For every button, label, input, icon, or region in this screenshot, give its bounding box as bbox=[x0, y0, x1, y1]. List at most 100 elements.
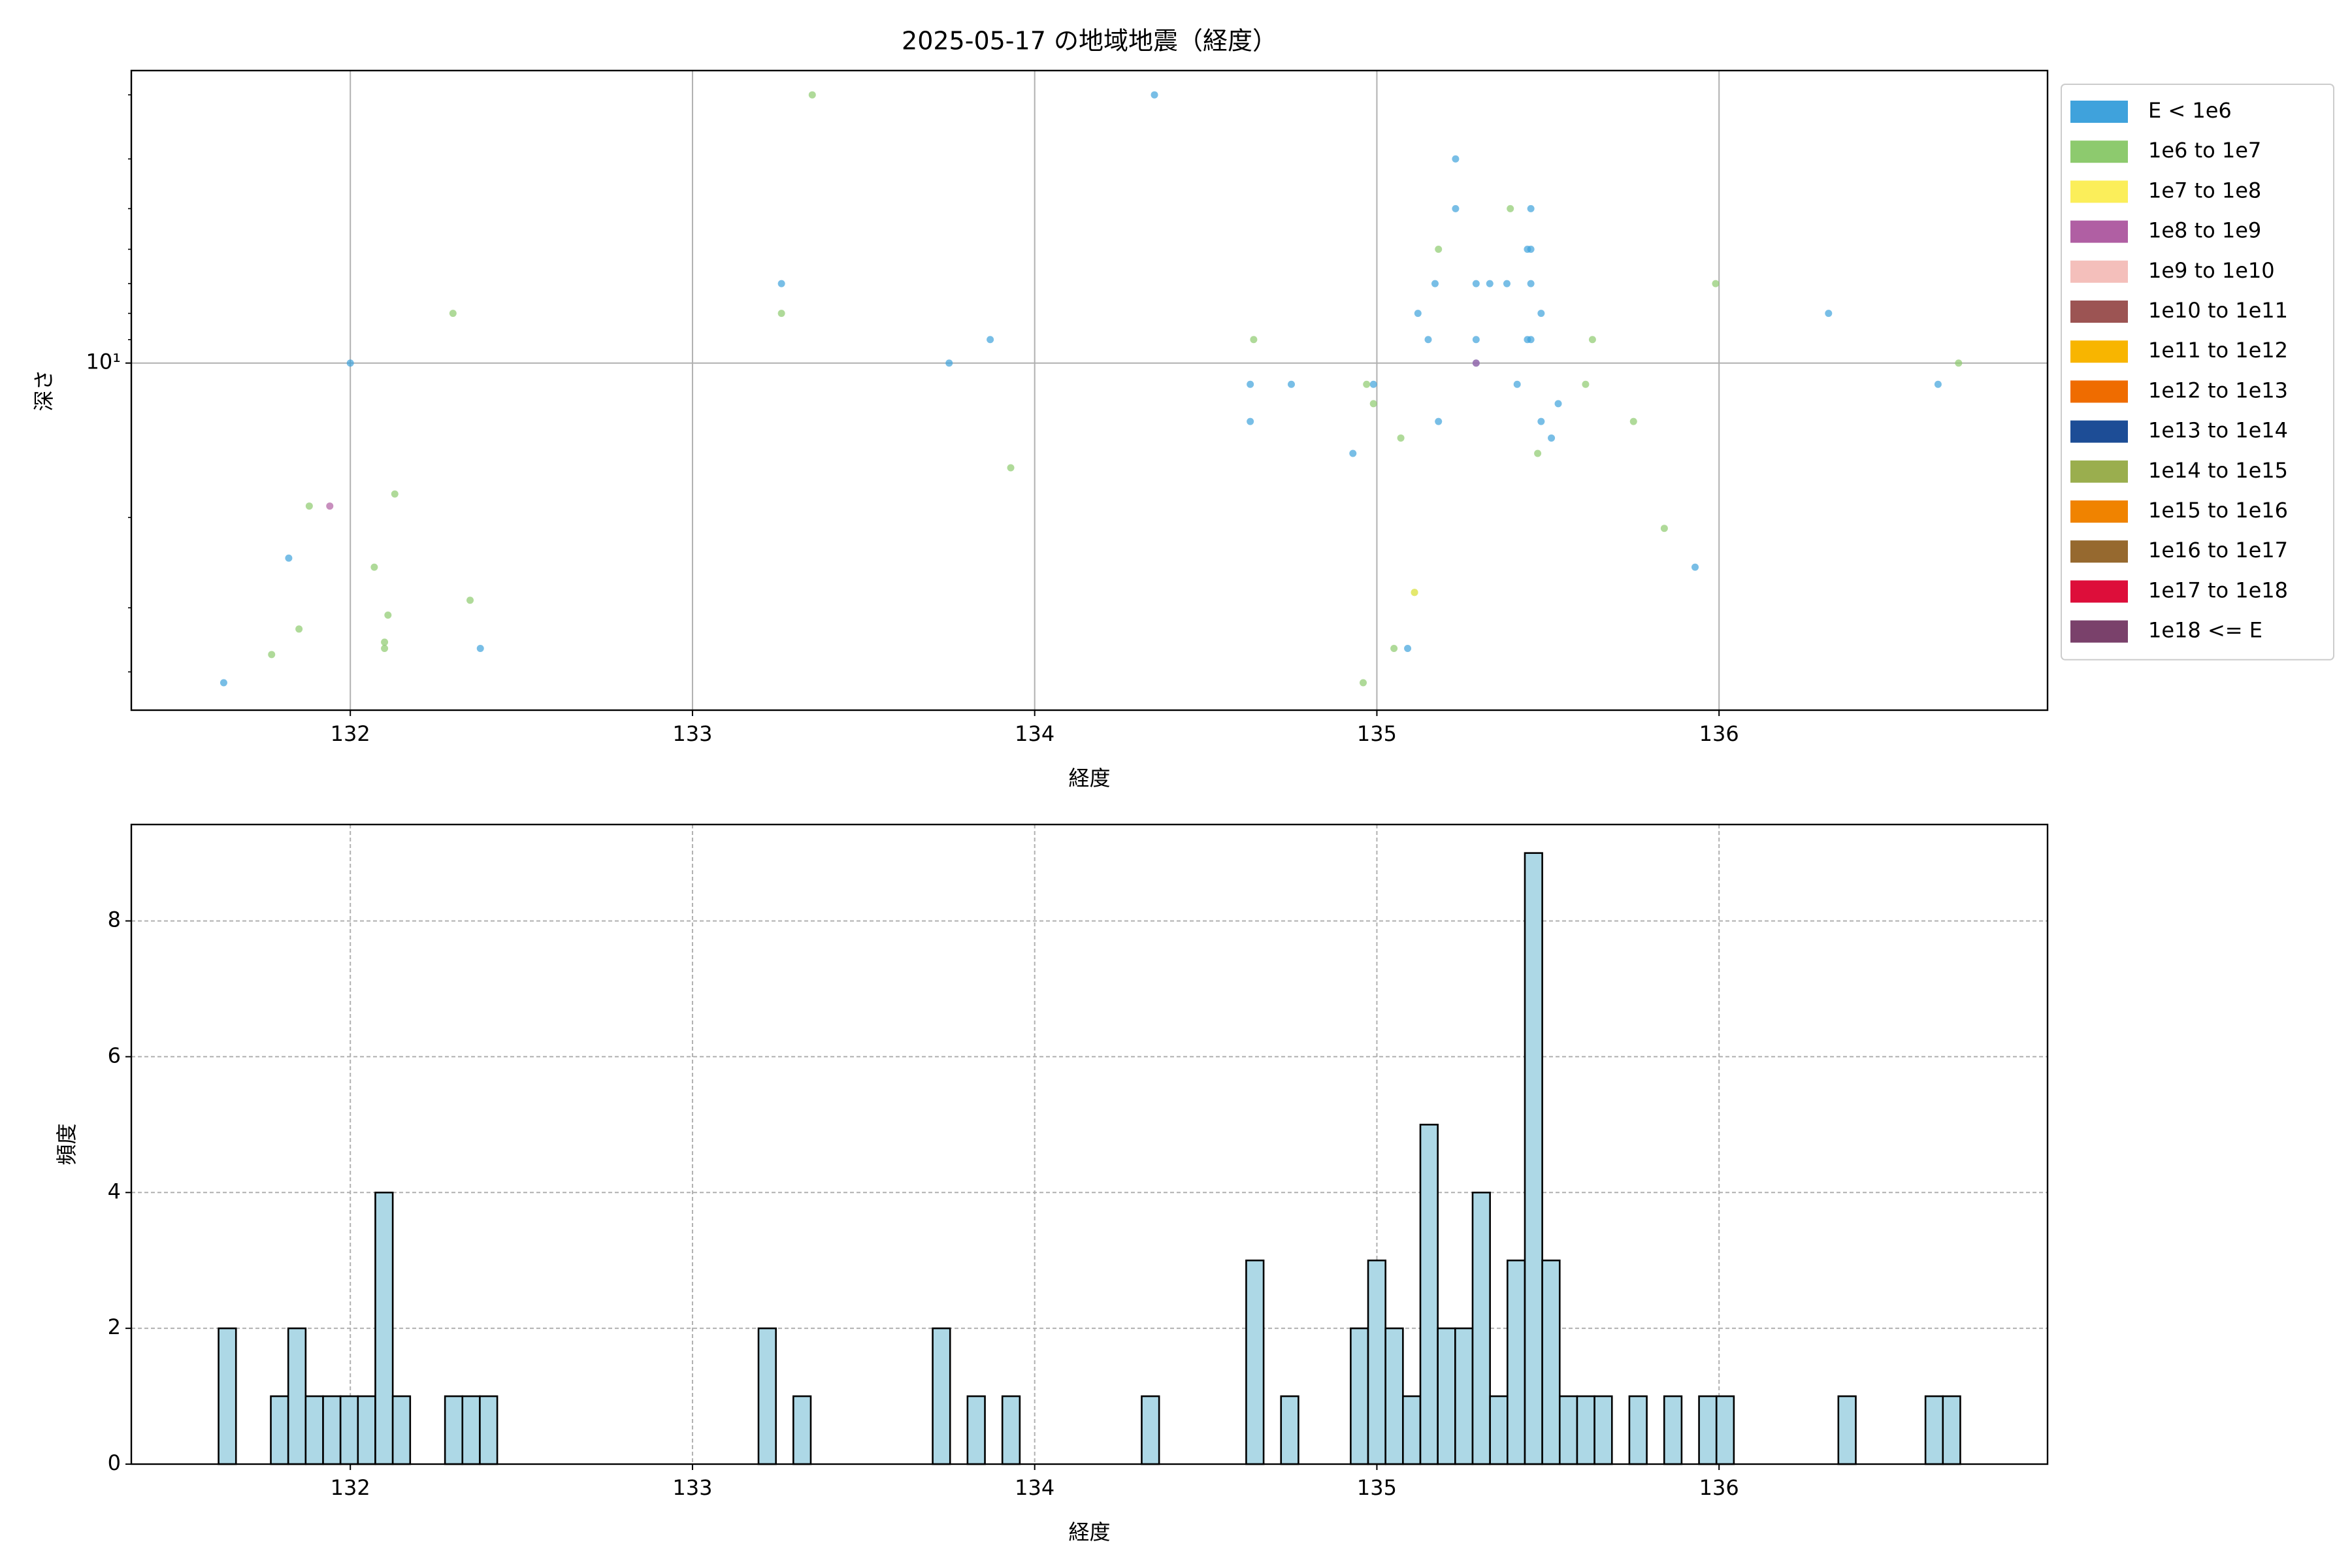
bar bbox=[479, 1395, 498, 1465]
legend-label: 1e12 to 1e13 bbox=[2148, 378, 2288, 402]
y-tick-label: 4 bbox=[108, 1179, 121, 1203]
x-tick-label: 133 bbox=[672, 721, 712, 746]
legend-swatch bbox=[2070, 140, 2128, 163]
bar bbox=[218, 1327, 237, 1465]
bar bbox=[1437, 1327, 1456, 1465]
point bbox=[1691, 563, 1699, 571]
point bbox=[384, 611, 392, 619]
bar bbox=[1454, 1327, 1474, 1465]
point bbox=[987, 336, 994, 344]
legend-swatch bbox=[2070, 260, 2128, 283]
point bbox=[268, 651, 276, 659]
legend-swatch bbox=[2070, 540, 2128, 563]
bar bbox=[357, 1395, 376, 1465]
bar bbox=[1245, 1259, 1265, 1465]
point bbox=[466, 596, 474, 604]
legend: E < 1e6 1e6 to 1e7 1e7 to 1e8 1e8 to 1e9 1e9… bbox=[2061, 84, 2334, 661]
x-tick-label: 134 bbox=[1015, 721, 1054, 746]
point bbox=[1424, 336, 1432, 344]
bar bbox=[1367, 1259, 1387, 1465]
point bbox=[326, 502, 334, 510]
y-axis-label: 頻度 bbox=[54, 1123, 79, 1165]
point bbox=[808, 91, 816, 99]
bar bbox=[1001, 1395, 1021, 1465]
legend-label: 1e13 to 1e14 bbox=[2148, 418, 2288, 443]
bar bbox=[966, 1395, 986, 1465]
legend-label: 1e17 to 1e18 bbox=[2148, 578, 2288, 602]
legend-label: 1e6 to 1e7 bbox=[2148, 138, 2261, 163]
point bbox=[1435, 417, 1443, 425]
point bbox=[1527, 336, 1535, 344]
point bbox=[1414, 310, 1422, 318]
point bbox=[1527, 280, 1535, 287]
point bbox=[1151, 91, 1158, 99]
chart-title: 2025-05-17 の地域地震（経度） bbox=[902, 27, 1277, 56]
bar bbox=[1576, 1395, 1595, 1465]
y-tick-label: 6 bbox=[108, 1043, 121, 1068]
point bbox=[391, 490, 399, 498]
bar bbox=[444, 1395, 464, 1465]
point bbox=[1955, 359, 1963, 367]
bar bbox=[1471, 1191, 1491, 1465]
y-tick-label: 2 bbox=[108, 1315, 121, 1339]
point bbox=[1472, 280, 1480, 287]
bar bbox=[1507, 1259, 1526, 1465]
point bbox=[1588, 336, 1596, 344]
bar bbox=[1558, 1395, 1578, 1465]
x-tick-label: 132 bbox=[331, 721, 370, 746]
x-tick-label: 136 bbox=[1699, 1475, 1739, 1500]
bar bbox=[1402, 1395, 1422, 1465]
y-tick-label: 8 bbox=[108, 907, 121, 932]
point bbox=[1431, 280, 1439, 287]
point bbox=[370, 563, 378, 571]
x-axis-label: 経度 bbox=[1068, 1520, 1110, 1544]
legend-swatch bbox=[2070, 220, 2128, 243]
legend-label: 1e8 to 1e9 bbox=[2148, 218, 2261, 243]
bar bbox=[287, 1327, 307, 1465]
y-tick-label: 0 bbox=[108, 1450, 121, 1475]
x-tick-label: 133 bbox=[672, 1475, 712, 1500]
point bbox=[1390, 644, 1398, 652]
y-tick-label: 10¹ bbox=[86, 350, 121, 374]
point bbox=[1360, 679, 1367, 687]
bar bbox=[1419, 1124, 1439, 1465]
legend-label: 1e7 to 1e8 bbox=[2148, 178, 2261, 203]
x-tick-label: 135 bbox=[1357, 721, 1397, 746]
legend-swatch bbox=[2070, 301, 2128, 323]
bar bbox=[1141, 1395, 1160, 1465]
x-tick-label: 136 bbox=[1699, 721, 1739, 746]
legend-swatch bbox=[2070, 420, 2128, 443]
legend-swatch bbox=[2070, 380, 2128, 403]
point bbox=[1537, 417, 1545, 425]
point bbox=[1369, 400, 1377, 408]
point bbox=[1247, 380, 1254, 388]
point bbox=[449, 310, 457, 318]
point bbox=[1452, 204, 1460, 212]
bar bbox=[1541, 1259, 1561, 1465]
bar bbox=[1489, 1395, 1509, 1465]
bar bbox=[322, 1395, 342, 1465]
point bbox=[1452, 155, 1460, 163]
bar bbox=[1837, 1395, 1857, 1465]
bar bbox=[1280, 1395, 1299, 1465]
point bbox=[1404, 644, 1412, 652]
bar bbox=[461, 1395, 481, 1465]
point bbox=[1247, 417, 1254, 425]
bar bbox=[270, 1395, 289, 1465]
point bbox=[1548, 434, 1556, 442]
bar bbox=[1698, 1395, 1718, 1465]
point bbox=[381, 644, 389, 652]
legend-label: 1e9 to 1e10 bbox=[2148, 258, 2275, 283]
bar bbox=[1628, 1395, 1648, 1465]
legend-label: 1e10 to 1e11 bbox=[2148, 298, 2288, 323]
point bbox=[1411, 589, 1418, 596]
point bbox=[1513, 380, 1521, 388]
legend-swatch bbox=[2070, 340, 2128, 363]
point bbox=[1660, 525, 1668, 532]
bar bbox=[304, 1395, 324, 1465]
legend-label: E < 1e6 bbox=[2148, 98, 2232, 123]
point bbox=[1435, 246, 1443, 253]
bar bbox=[339, 1395, 359, 1465]
bar bbox=[391, 1395, 412, 1465]
